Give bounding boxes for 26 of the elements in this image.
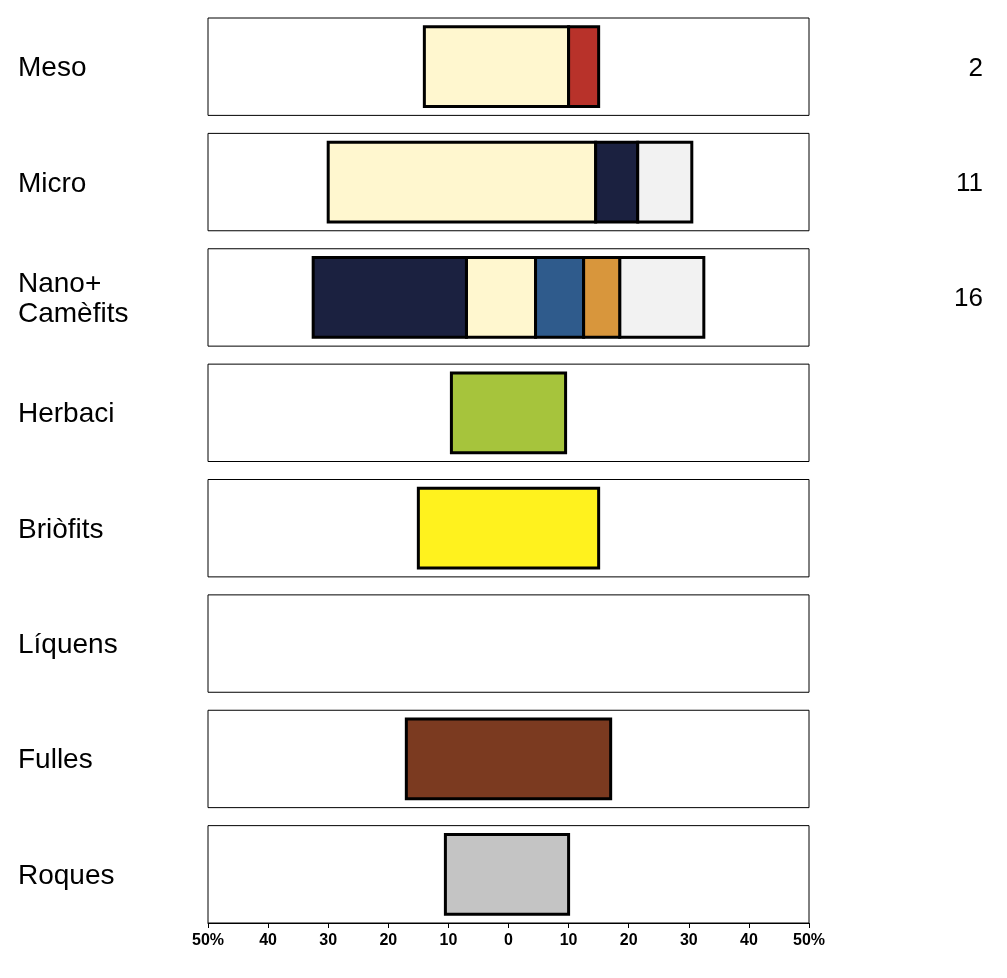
y-tick-label: Fulles — [18, 743, 93, 775]
text: 16 — [954, 282, 983, 313]
y-tick-label: Micro — [18, 166, 87, 198]
x-tick-label: 50% — [792, 930, 826, 948]
bar — [449, 371, 568, 455]
y-tick-label: Meso — [18, 51, 87, 83]
x-tick-label: 30 — [319, 930, 338, 948]
x-tick-label: 10 — [559, 930, 578, 948]
text: 2 — [968, 51, 983, 82]
y-tick-label: Nano+ Camèfits — [18, 266, 129, 328]
bar — [443, 832, 571, 916]
x-tick-label: 40 — [740, 930, 758, 948]
y-tick-label: Líquens — [18, 628, 118, 660]
x-tick-label: 40 — [259, 930, 278, 948]
x-tick-label: 30 — [679, 930, 698, 948]
bar — [404, 717, 613, 801]
x-tick-label: 10 — [439, 930, 458, 948]
bar — [416, 486, 601, 570]
x-tick-label: 20 — [619, 930, 638, 948]
x-tick-label: 50% — [191, 930, 225, 948]
text: 11 — [956, 167, 983, 198]
y-tick-label: Herbaci — [18, 397, 115, 429]
y-tick-label: Briòfits — [18, 512, 104, 544]
x-tick-label: 20 — [379, 930, 398, 948]
x-tick-label: 0 — [504, 930, 514, 948]
y-tick-label: Roques — [18, 858, 115, 890]
